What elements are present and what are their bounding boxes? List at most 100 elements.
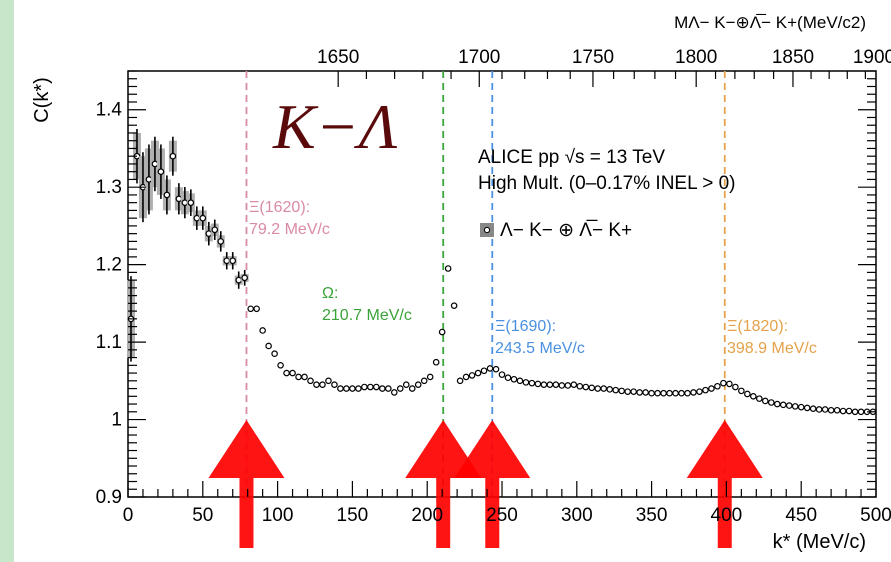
x-tick-label: 300 <box>561 505 593 526</box>
marker <box>301 373 308 381</box>
data-point <box>558 382 566 389</box>
marker <box>456 377 464 385</box>
legend-marker-dot <box>483 226 491 234</box>
marker <box>522 379 530 386</box>
marker <box>654 389 661 397</box>
data-point <box>379 385 386 392</box>
data-point <box>480 367 488 375</box>
marker <box>169 152 177 160</box>
marker <box>241 274 248 282</box>
data-point <box>486 365 494 372</box>
data-point <box>564 382 572 389</box>
data-point <box>426 373 434 381</box>
marker <box>738 387 745 395</box>
marker <box>546 381 554 388</box>
data-point <box>821 406 829 413</box>
y-ticks: 0.9 1 1.1 1.2 1.3 1.4 <box>96 70 876 508</box>
marker <box>307 377 314 385</box>
data-point <box>168 136 177 176</box>
data-point <box>809 405 817 413</box>
data-point <box>642 389 649 396</box>
marker <box>570 381 578 388</box>
data-point <box>540 381 548 388</box>
marker <box>779 401 787 409</box>
data-point <box>690 389 697 396</box>
marker <box>438 328 446 336</box>
data-point <box>204 221 213 246</box>
marker <box>187 199 195 206</box>
marker <box>714 382 721 390</box>
marker <box>845 407 853 415</box>
marker <box>408 385 416 392</box>
marker <box>839 407 847 415</box>
data-point <box>414 381 422 388</box>
data-point <box>588 384 596 392</box>
data-point <box>450 302 458 309</box>
threshold-value: 398.9 MeV/c <box>727 340 817 357</box>
marker <box>151 160 159 168</box>
data-point <box>630 388 637 395</box>
marker <box>750 393 757 400</box>
marker <box>379 385 386 392</box>
marker <box>510 375 518 383</box>
data-point <box>498 371 506 378</box>
data-point <box>186 189 195 216</box>
data-point <box>648 389 655 397</box>
y-tick-label: 1.4 <box>96 100 123 121</box>
red-arrow <box>208 420 285 548</box>
marker <box>265 342 272 350</box>
marker <box>432 358 440 366</box>
marker <box>313 381 320 388</box>
marker <box>402 381 410 388</box>
marker <box>732 383 739 391</box>
marker <box>486 365 494 372</box>
data-point <box>150 136 159 192</box>
data-point <box>761 397 769 405</box>
data-point <box>402 381 410 388</box>
data-point <box>373 383 380 391</box>
data-point <box>827 406 835 414</box>
data-point <box>156 144 165 199</box>
marker <box>660 389 667 397</box>
red-arrow <box>405 420 482 548</box>
chart-canvas: Ξ(1620): 79.2 MeV/c Ω: 210.7 MeV/c Ξ(1690): 2… <box>31 13 891 553</box>
data-point <box>492 365 500 373</box>
marker <box>833 406 841 414</box>
data-point <box>259 327 266 334</box>
plot-frame <box>127 70 877 498</box>
data-point <box>684 389 691 397</box>
marker <box>516 377 524 385</box>
marker <box>534 380 542 388</box>
data-point <box>253 305 260 313</box>
x-tick-label: 100 <box>262 505 294 526</box>
data-point <box>773 400 781 408</box>
marker <box>815 406 823 413</box>
marker <box>528 379 536 387</box>
marker <box>343 385 350 392</box>
marker <box>690 389 697 396</box>
data-point <box>271 350 278 358</box>
y-axis-label: C(k*) <box>31 77 53 123</box>
marker <box>390 389 398 396</box>
data-point <box>833 406 841 414</box>
marker <box>426 373 434 381</box>
data-point <box>295 373 302 381</box>
marker <box>576 382 584 390</box>
marker <box>648 389 655 397</box>
marker <box>612 386 619 394</box>
data-point <box>785 402 793 409</box>
data-point <box>456 377 464 385</box>
data-point <box>432 358 440 366</box>
marker <box>259 327 266 334</box>
data-point <box>767 399 775 406</box>
data-point <box>438 328 446 336</box>
marker <box>624 388 631 395</box>
marker <box>588 384 596 392</box>
top-tick-label: 1650 <box>317 47 359 68</box>
data-point <box>337 385 344 392</box>
data-point <box>797 403 805 411</box>
data-point <box>474 369 482 377</box>
data-point <box>612 386 619 394</box>
x-tick-label: 50 <box>192 505 213 526</box>
data-point <box>240 269 249 286</box>
